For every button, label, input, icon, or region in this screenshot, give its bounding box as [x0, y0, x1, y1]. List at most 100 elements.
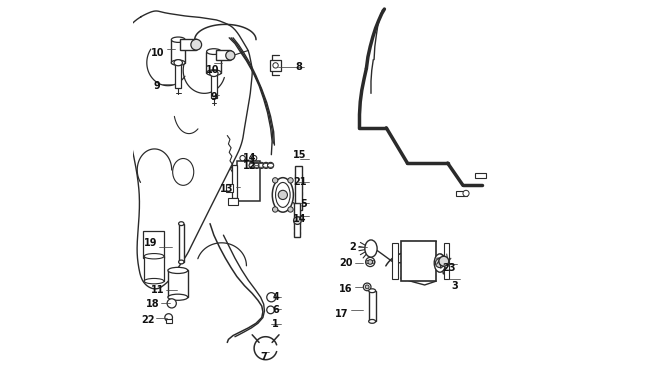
Bar	[228, 198, 238, 205]
Circle shape	[272, 207, 278, 212]
Text: 1: 1	[272, 319, 279, 329]
Text: 4: 4	[272, 292, 279, 302]
Ellipse shape	[272, 178, 293, 212]
Polygon shape	[118, 11, 252, 289]
Text: 11: 11	[151, 284, 164, 295]
Ellipse shape	[434, 254, 446, 272]
Circle shape	[165, 314, 172, 322]
Bar	[401, 241, 436, 281]
Bar	[456, 191, 467, 196]
Bar	[232, 165, 237, 198]
Bar	[179, 223, 184, 262]
Circle shape	[167, 299, 176, 308]
Bar	[211, 73, 217, 98]
Text: 15: 15	[293, 150, 307, 160]
Bar	[206, 52, 221, 73]
Ellipse shape	[207, 70, 221, 76]
Bar	[175, 63, 181, 88]
Ellipse shape	[193, 39, 200, 50]
Ellipse shape	[227, 51, 233, 60]
Circle shape	[249, 163, 255, 168]
Ellipse shape	[173, 159, 194, 185]
Ellipse shape	[207, 49, 221, 54]
Text: 16: 16	[339, 284, 352, 294]
Bar	[295, 166, 302, 210]
Ellipse shape	[172, 37, 185, 42]
Circle shape	[288, 178, 293, 183]
Ellipse shape	[210, 70, 218, 76]
Circle shape	[266, 306, 274, 314]
Circle shape	[240, 156, 245, 161]
Text: 14: 14	[243, 153, 257, 163]
Ellipse shape	[174, 60, 183, 66]
Ellipse shape	[369, 289, 376, 293]
Ellipse shape	[179, 222, 184, 225]
Text: 6: 6	[272, 305, 279, 315]
Bar	[168, 271, 188, 297]
Bar	[237, 161, 260, 201]
Text: 10: 10	[206, 65, 220, 75]
Circle shape	[258, 163, 265, 168]
Bar	[166, 319, 172, 323]
Circle shape	[268, 163, 274, 168]
Ellipse shape	[276, 183, 290, 207]
Bar	[226, 184, 233, 192]
Ellipse shape	[268, 164, 274, 167]
Circle shape	[365, 285, 369, 289]
Ellipse shape	[172, 60, 185, 65]
Circle shape	[266, 293, 276, 302]
Circle shape	[254, 163, 260, 168]
Ellipse shape	[258, 164, 265, 167]
Text: 2: 2	[350, 242, 356, 252]
Ellipse shape	[365, 240, 377, 257]
Ellipse shape	[144, 278, 164, 284]
Circle shape	[191, 39, 202, 50]
Bar	[369, 291, 376, 322]
Bar	[144, 256, 164, 281]
Circle shape	[463, 190, 469, 196]
Text: 10: 10	[151, 48, 165, 58]
Bar	[475, 173, 486, 178]
Circle shape	[263, 163, 269, 168]
Polygon shape	[393, 243, 398, 279]
Circle shape	[288, 207, 293, 212]
Text: 9: 9	[153, 81, 160, 91]
Circle shape	[365, 257, 375, 267]
Ellipse shape	[249, 164, 255, 167]
Bar	[172, 40, 185, 63]
Ellipse shape	[168, 294, 188, 300]
Ellipse shape	[168, 267, 188, 273]
Circle shape	[294, 217, 301, 224]
Text: 5: 5	[300, 200, 307, 210]
Circle shape	[278, 190, 287, 200]
Circle shape	[252, 156, 257, 161]
Bar	[180, 39, 196, 50]
Bar	[294, 203, 300, 237]
Polygon shape	[444, 243, 449, 279]
Circle shape	[436, 259, 445, 267]
Text: 21: 21	[293, 177, 307, 187]
Text: 14: 14	[293, 214, 307, 224]
Text: 18: 18	[146, 299, 159, 309]
Text: 20: 20	[339, 258, 352, 268]
Text: 22: 22	[141, 315, 155, 325]
Ellipse shape	[144, 254, 164, 259]
Circle shape	[363, 283, 371, 291]
Ellipse shape	[179, 260, 184, 264]
Text: 9: 9	[210, 92, 217, 102]
Text: 8: 8	[295, 62, 302, 72]
Bar	[270, 60, 281, 71]
Ellipse shape	[365, 260, 375, 264]
Text: 3: 3	[452, 281, 458, 291]
Text: 17: 17	[335, 309, 349, 319]
Text: 19: 19	[144, 238, 157, 248]
Circle shape	[272, 178, 278, 183]
Text: 23: 23	[442, 263, 455, 273]
Ellipse shape	[254, 164, 260, 167]
Circle shape	[273, 63, 278, 68]
Bar	[216, 51, 230, 60]
Text: 13: 13	[220, 184, 234, 194]
Text: 7: 7	[261, 352, 268, 362]
Text: 12: 12	[243, 161, 257, 171]
Ellipse shape	[369, 320, 376, 323]
